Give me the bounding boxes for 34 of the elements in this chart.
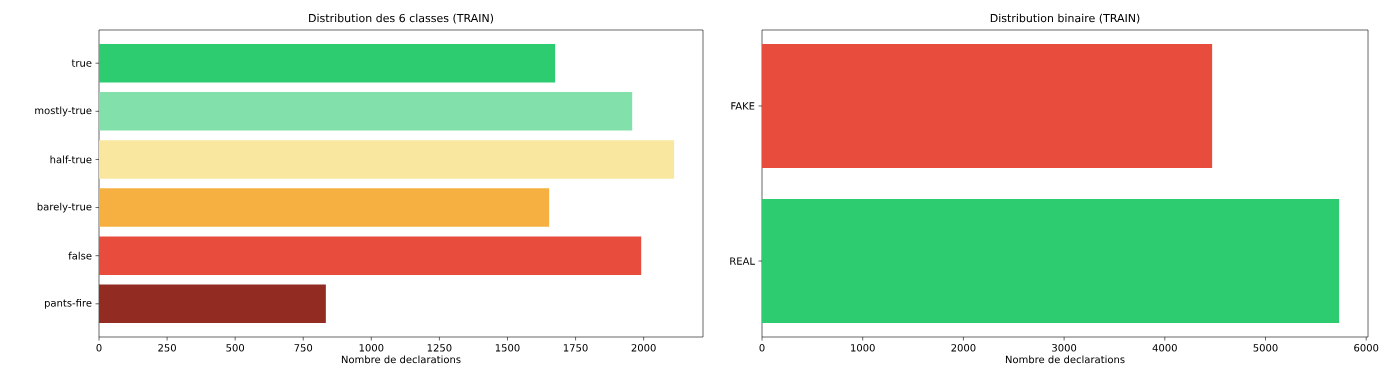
bar: [99, 92, 633, 131]
x-tick-label: 3000: [1052, 344, 1077, 352]
x-tick-label: 0: [759, 344, 765, 352]
x-tick-label: 2000: [631, 344, 656, 352]
x-tick-label: 4000: [1152, 344, 1177, 352]
y-tick-label: mostly-true: [35, 106, 92, 117]
chart-title: Distribution binaire (TRAIN): [990, 13, 1140, 24]
y-tick-label: barely-true: [37, 202, 92, 213]
bar: [99, 43, 556, 83]
y-tick-label: FAKE: [731, 102, 755, 110]
y-tick-label: true: [71, 59, 92, 67]
bar: [99, 284, 326, 324]
x-axis-title: Nombre de declarations: [1005, 355, 1125, 364]
bar: [99, 188, 550, 227]
x-axis-title: Nombre de declarations: [341, 355, 461, 364]
x-tick-label: 1500: [495, 344, 520, 352]
bar: [99, 140, 675, 179]
x-tick-label: 1000: [851, 344, 875, 352]
x-tick-label: 6000: [1354, 344, 1379, 352]
x-tick-label: 2000: [951, 344, 976, 352]
x-tick-label: 0: [96, 344, 102, 352]
bar: [99, 236, 642, 275]
x-tick-label: 1750: [563, 344, 588, 352]
x-tick-label: 750: [294, 344, 313, 352]
x-tick-label: 500: [226, 344, 245, 352]
y-tick-label: REAL: [730, 257, 755, 265]
x-tick-label: 250: [158, 344, 176, 352]
x-tick-label: 1250: [427, 344, 452, 352]
y-tick-label: false: [68, 251, 92, 260]
chart-title: Distribution des 6 classes (TRAIN): [309, 13, 494, 24]
y-tick-label: pants-fire: [44, 298, 92, 309]
x-tick-label: 1000: [359, 344, 384, 352]
x-tick-label: 5000: [1253, 344, 1278, 352]
y-tick-label: half-true: [50, 155, 92, 164]
